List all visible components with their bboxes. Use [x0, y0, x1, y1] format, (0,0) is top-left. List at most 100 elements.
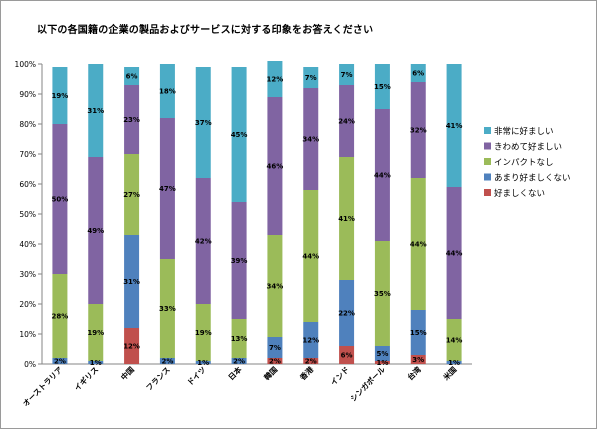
bar-segment: [231, 202, 247, 319]
legend-swatch: [484, 189, 491, 196]
x-tick-label: 香港: [297, 364, 316, 383]
legend-swatch: [484, 142, 491, 150]
data-label: 2%: [305, 358, 317, 366]
data-labels: 2% 28% 50% 19% 1% 19% 49% 31% 12% 31% 27% 23% 6% 2% 33…: [52, 70, 463, 368]
bar-segment: [231, 358, 247, 364]
bar-segment: [303, 67, 319, 88]
bar-segment: [159, 118, 175, 259]
data-label: 19%: [195, 329, 212, 337]
x-tick-label: ドイツ: [185, 365, 207, 387]
data-label: 12%: [302, 337, 319, 345]
x-tick-label: シンガポール: [348, 364, 387, 403]
legend-label: あまり好ましくない: [494, 173, 571, 184]
y-tick-label: 50%: [19, 210, 36, 219]
bar-segment: [339, 85, 355, 157]
bar-segment: [159, 358, 175, 364]
data-label: 50%: [52, 196, 69, 204]
bar-segment: [374, 241, 390, 346]
data-label: 32%: [410, 127, 427, 135]
bar-segment: [303, 358, 319, 364]
bar-segment: [231, 319, 247, 358]
data-label: 41%: [446, 122, 463, 130]
legend-swatch: [484, 173, 491, 181]
bar-segment: [410, 355, 426, 364]
bar-segment: [195, 178, 211, 304]
bar-segment: [446, 361, 462, 364]
data-label: 46%: [267, 163, 284, 171]
y-tick-label: 60%: [19, 180, 36, 189]
data-label: 35%: [374, 290, 391, 298]
bar-segment: [267, 337, 283, 358]
bar-segment: [410, 82, 426, 178]
bar-segment: [195, 304, 211, 361]
data-label: 2%: [269, 358, 281, 366]
data-label: 2%: [233, 358, 245, 366]
legend-label: インパクトなし: [494, 158, 554, 168]
data-label: 1%: [197, 359, 209, 367]
bar-segment: [52, 67, 68, 124]
bar-segment: [374, 109, 390, 241]
bar-segment: [195, 67, 211, 178]
x-tick-label: 中国: [118, 364, 136, 382]
bar-segment: [374, 64, 390, 109]
data-label: 23%: [123, 116, 140, 124]
bar-segment: [339, 64, 355, 85]
legend-label: 非常に好ましい: [494, 126, 554, 137]
bar-segment: [303, 322, 319, 358]
bar-segment: [195, 361, 211, 364]
bar-segment: [374, 361, 390, 364]
bar-segment: [410, 64, 426, 82]
bar-segment: [374, 346, 390, 361]
y-tick-label: 80%: [19, 120, 36, 129]
data-label: 15%: [374, 83, 391, 91]
x-tick-label: 日本: [226, 364, 244, 382]
data-label: 47%: [159, 185, 176, 193]
bar-segment: [159, 259, 175, 358]
bar-segment: [267, 358, 283, 364]
data-label: 44%: [302, 253, 319, 261]
data-label: 13%: [231, 335, 248, 343]
y-tick-label: 70%: [19, 150, 36, 159]
y-tick-label: 30%: [19, 270, 36, 279]
bar-segment: [124, 154, 140, 235]
data-label: 1%: [90, 359, 102, 367]
data-label: 1%: [376, 359, 388, 367]
y-tick-label: 10%: [19, 330, 36, 339]
x-tick-label: 韓国: [262, 364, 280, 382]
data-label: 45%: [231, 131, 248, 139]
bar-segment: [303, 88, 319, 190]
legend-swatch: [484, 158, 491, 165]
y-tick-label: 20%: [19, 300, 36, 309]
data-label: 19%: [87, 329, 104, 337]
bars: [52, 61, 462, 364]
bar-segment: [267, 61, 283, 97]
y-tick-label: 100%: [15, 60, 36, 69]
bar-segment: [339, 346, 355, 364]
x-tick-label: オーストラリア: [21, 365, 65, 409]
bar-segment: [446, 187, 462, 319]
data-label: 6%: [412, 70, 424, 78]
data-label: 34%: [302, 136, 319, 144]
data-label: 5%: [376, 350, 388, 358]
bar-segment: [124, 328, 140, 364]
data-label: 18%: [159, 88, 176, 96]
data-label: 37%: [195, 119, 212, 127]
bar-segment: [52, 124, 68, 274]
data-label: 7%: [305, 74, 317, 82]
data-label: 34%: [267, 283, 284, 291]
y-tick-label: 0%: [24, 360, 36, 369]
legend-label: 好ましくない: [494, 188, 545, 199]
y-tick-label: 40%: [19, 240, 36, 249]
bar-segment: [88, 157, 104, 304]
data-label: 6%: [341, 352, 353, 360]
bar-segment: [124, 235, 140, 328]
data-label: 2%: [161, 358, 173, 366]
bar-segment: [303, 190, 319, 322]
bar-segment: [267, 235, 283, 337]
data-label: 7%: [341, 71, 353, 79]
bar-segment: [339, 280, 355, 346]
bar-segment: [231, 67, 247, 202]
data-label: 3%: [412, 356, 424, 364]
